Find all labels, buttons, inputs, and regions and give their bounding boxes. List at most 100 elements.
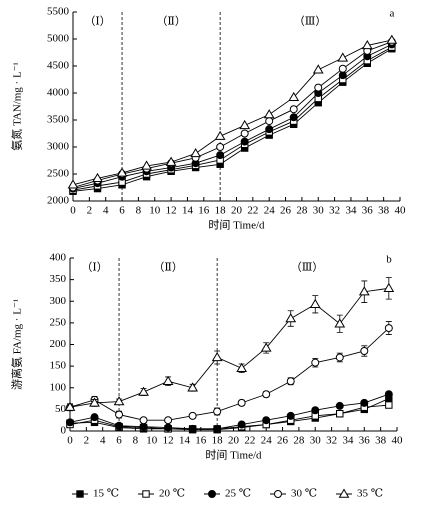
data-point [141,160,152,170]
x-tick-label: 18 [212,435,224,447]
x-tick-label: 20 [228,435,240,447]
data-point [338,64,347,73]
y-tick-label: 50 [55,403,67,415]
x-tick-label: 10 [146,435,158,447]
x-tick-label: 18 [215,205,227,217]
x-tick-label: 28 [293,435,305,447]
data-point [92,172,103,183]
x-tick-label: 12 [163,435,174,447]
data-point [288,91,300,102]
data-point [240,129,249,138]
data-point [213,407,222,416]
legend-marker [76,490,84,498]
legend-label: 35 ℃ [357,488,383,500]
legend-marker [142,490,150,498]
data-point [162,375,174,385]
panel-label: a [390,8,395,20]
x-axis-label: 时间 Time/d [208,219,265,232]
data-point [113,396,125,406]
y-tick-label: 3500 [47,114,70,126]
y-tick-label: 5500 [47,6,70,18]
x-tick-label: 22 [244,435,255,447]
x-axis-label: 时间 Time/d [205,449,262,462]
x-tick-label: 40 [395,205,407,217]
x-tick-label: 34 [342,435,354,447]
data-point [385,401,393,409]
data-point [361,39,373,50]
data-point [311,406,320,415]
x-tick-label: 32 [326,435,337,447]
data-point [386,34,398,44]
x-tick-label: 2 [84,435,90,447]
data-point [115,421,124,430]
legend-label: 25 ℃ [225,488,251,500]
data-point [360,398,369,407]
data-point [384,390,393,399]
data-point [314,83,323,92]
data-point [286,377,295,386]
phase-label: （Ⅰ） [81,261,107,274]
series-line [69,287,389,408]
data-point [89,397,100,407]
data-point [360,346,369,355]
data-point [214,130,226,140]
x-tick-label: 8 [136,205,142,217]
series-line [69,393,389,430]
x-tick-label: 38 [375,435,387,447]
legend-marker [338,488,350,498]
data-point [289,105,298,114]
phase-label: （Ⅱ） [156,15,185,28]
data-point [289,113,298,122]
y-axis-label: 游离氨 FA/mg · L⁻¹ [10,299,24,390]
y-tick-label: 200 [50,338,67,350]
y-axis-label: 氨氮 TAN/mg · L⁻¹ [10,62,24,151]
data-point [165,156,177,166]
y-tick-label: 3000 [47,141,70,153]
legend-label: 30 ℃ [291,488,317,500]
data-point [262,390,271,399]
data-point [335,353,344,362]
data-point [116,167,128,177]
y-tick-label: 350 [50,273,67,285]
x-tick-label: 16 [198,205,210,217]
data-point [336,410,344,418]
data-point [187,382,198,392]
data-point [237,398,246,407]
data-point [338,71,347,80]
y-tick-label: 2500 [47,168,70,180]
data-point [190,147,201,158]
legend-marker [274,490,282,498]
data-point [139,416,148,425]
y-tick-label: 2000 [47,195,70,207]
data-point [286,411,295,420]
x-tick-label: 26 [277,435,289,447]
data-point [239,119,251,130]
data-point [64,401,76,411]
x-tick-label: 24 [261,435,273,447]
data-point [188,411,197,420]
phase-label: （Ⅲ） [294,15,327,28]
x-tick-label: 40 [392,435,404,447]
series-line [72,48,393,192]
data-point [237,420,246,429]
x-tick-label: 32 [329,205,340,217]
data-point [265,125,274,134]
data-point [312,64,324,74]
data-point [211,351,223,362]
y-tick-label: 0 [61,425,67,437]
x-tick-label: 12 [166,205,177,217]
x-tick-label: 0 [70,205,76,217]
y-tick-label: 150 [50,360,67,372]
series-line [69,404,389,430]
y-tick-label: 4000 [47,87,70,99]
series-line [72,39,392,186]
data-point [309,298,321,308]
legend-label: 20 ℃ [159,488,185,500]
data-point [311,358,320,367]
phase-label: （Ⅱ） [153,261,182,274]
y-tick-label: 4500 [47,60,70,72]
data-point [164,416,173,425]
x-tick-label: 6 [119,205,125,217]
y-tick-label: 300 [50,295,67,307]
x-tick-label: 6 [116,435,122,447]
